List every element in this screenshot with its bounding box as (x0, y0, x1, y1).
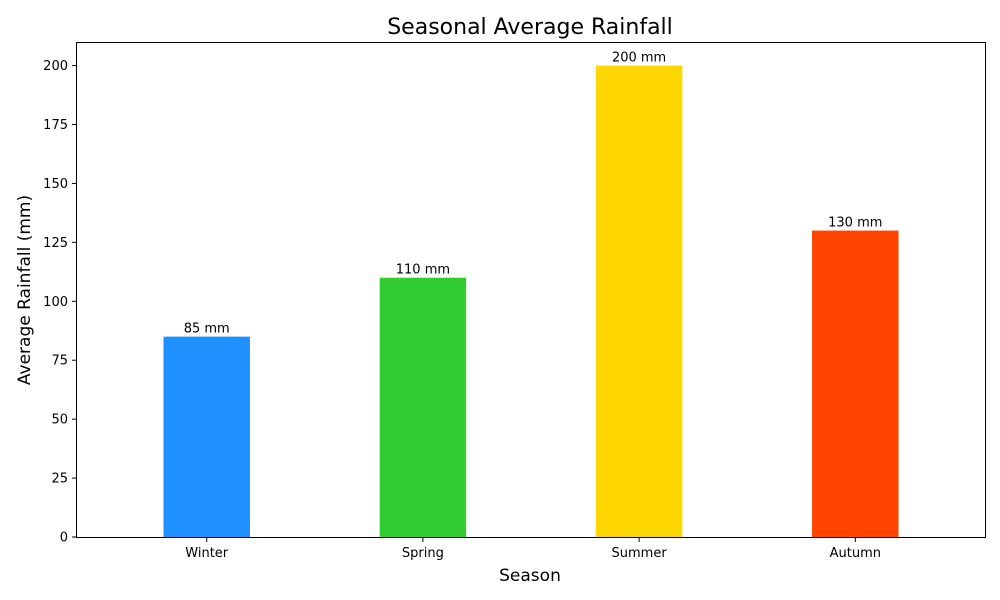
y-tick-label: 100 (43, 295, 68, 310)
y-tick-label: 150 (43, 177, 68, 192)
plot-area: 85 mm 110 mm 200 mm 130 mm (163, 51, 899, 538)
y-axis-label: Average Rainfall (mm) (15, 195, 35, 385)
bar-autumn (812, 230, 899, 538)
y-tick-label: 125 (43, 236, 68, 251)
x-axis-label: Season (499, 566, 561, 586)
data-label-spring: 110 mm (396, 263, 450, 278)
y-tick-label: 75 (51, 354, 68, 369)
y-tick-label: 25 (51, 472, 68, 487)
y-tick-label: 50 (51, 413, 68, 428)
y-axis: 0 25 50 75 100 125 150 175 200 (43, 59, 77, 546)
axes-frame (76, 42, 986, 538)
x-axis: Winter Spring Summer Autumn (185, 537, 881, 561)
y-tick-label: 0 (60, 531, 68, 546)
x-tick-label: Summer (612, 546, 668, 561)
data-label-summer: 200 mm (612, 51, 666, 66)
chart-title: Seasonal Average Rainfall (387, 15, 673, 40)
y-tick-label: 175 (43, 118, 68, 133)
data-label-autumn: 130 mm (828, 216, 882, 231)
x-tick-label: Spring (402, 546, 444, 561)
bar-spring (379, 277, 467, 537)
y-tick-label: 200 (43, 59, 68, 74)
x-tick-label: Autumn (830, 546, 881, 561)
x-tick-label: Winter (185, 546, 229, 561)
data-label-winter: 85 mm (184, 322, 230, 337)
bar-winter (163, 336, 250, 537)
bar-summer (595, 65, 683, 538)
